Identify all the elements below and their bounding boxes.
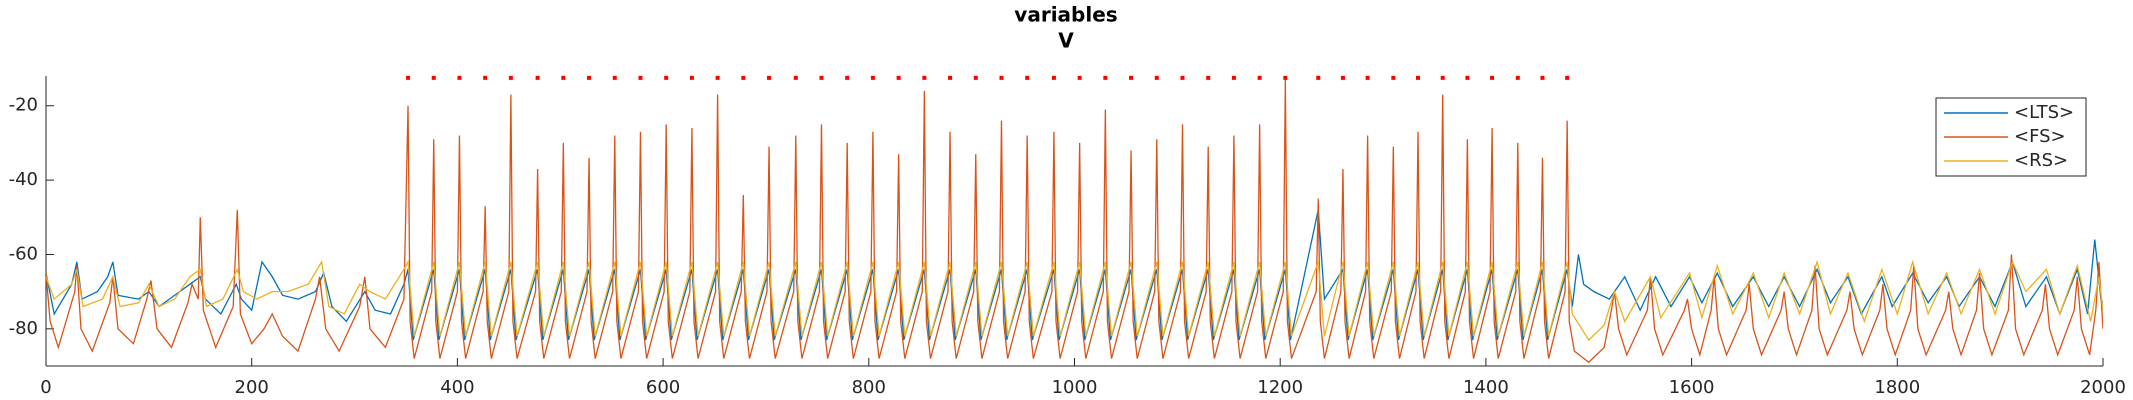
x-tick-label: 0 [40,377,51,398]
spike-marker [1316,75,1321,80]
spike-marker [973,75,978,80]
spike-marker [1365,75,1370,80]
spike-marker [741,75,746,80]
spike-marker [948,75,953,80]
spike-marker [689,75,694,80]
legend-label: <LTS> [2014,102,2074,123]
spike-marker [999,75,1004,80]
spike-marker [715,75,720,80]
series-line [46,79,2103,364]
spike-marker [612,75,617,80]
spike-marker [457,75,462,80]
legend-label: <FS> [2014,126,2066,147]
spike-marker [1391,75,1396,80]
spike-marker [1103,75,1108,80]
legend-box [1935,97,2087,177]
spike-marker [561,75,566,80]
y-tick-label: -60 [9,243,38,264]
spike-marker [767,75,772,80]
x-tick-label: 1200 [1257,377,1303,398]
x-tick-label: 200 [235,377,269,398]
spike-marker [406,75,411,80]
x-tick-label: 1600 [1669,377,1715,398]
spike-marker [896,75,901,80]
x-tick-label: 1000 [1052,377,1098,398]
spike-marker [845,75,850,80]
legend-label: <RS> [2014,150,2068,171]
spike-marker [638,75,643,80]
spike-marker [1416,75,1421,80]
spike-marker [1154,75,1159,80]
spike-marker [1465,75,1470,80]
x-tick-label: 2000 [2080,377,2126,398]
series-line [46,209,2103,341]
spike-marker [1129,75,1134,80]
spike-marker [431,75,436,80]
x-tick-label: 800 [852,377,886,398]
spike-marker [870,75,875,80]
y-tick-label: -20 [9,95,38,116]
x-tick-label: 600 [646,377,680,398]
spike-marker [1490,75,1495,80]
spike-marker [1051,75,1056,80]
y-tick-label: -40 [9,169,38,190]
x-tick-label: 400 [440,377,474,398]
spike-marker [1283,75,1288,80]
spike-marker [535,75,540,80]
x-tick-label: 1400 [1463,377,1509,398]
spike-marker [1077,75,1082,80]
chart-subtitle: V [1058,29,1074,53]
spike-marker [793,75,798,80]
spike-marker [664,75,669,80]
spike-marker [587,75,592,80]
spike-marker [1540,75,1545,80]
spike-marker [1180,75,1185,80]
spike-marker [1231,75,1236,80]
spike-marker [508,75,513,80]
spike-marker [922,75,927,80]
spike-marker [819,75,824,80]
spike-marker [483,75,488,80]
spike-marker [1257,75,1262,80]
spike-marker [1340,75,1345,80]
spike-marker [1515,75,1520,80]
spike-marker [1206,75,1211,80]
chart-title: variables [1014,3,1117,27]
y-tick-label: -80 [9,318,38,339]
series-line [46,259,2103,341]
spike-marker [1440,75,1445,80]
spike-marker [1565,75,1570,80]
x-tick-label: 1800 [1874,377,1920,398]
spike-marker [1025,75,1030,80]
